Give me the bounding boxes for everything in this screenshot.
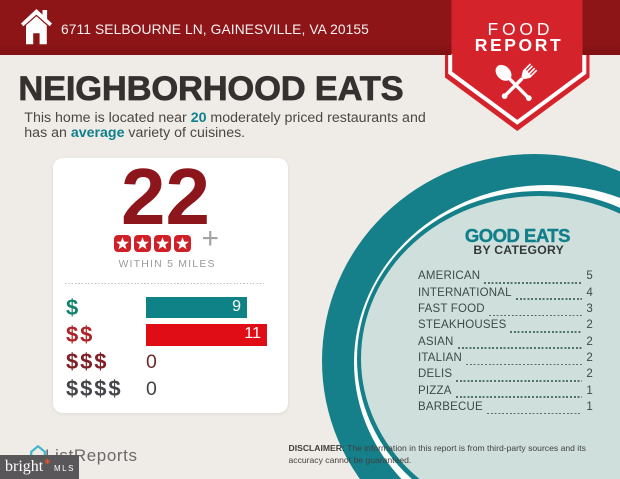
svg-text:FOOD: FOOD	[488, 19, 554, 39]
svg-text:REPORT: REPORT	[475, 35, 564, 55]
